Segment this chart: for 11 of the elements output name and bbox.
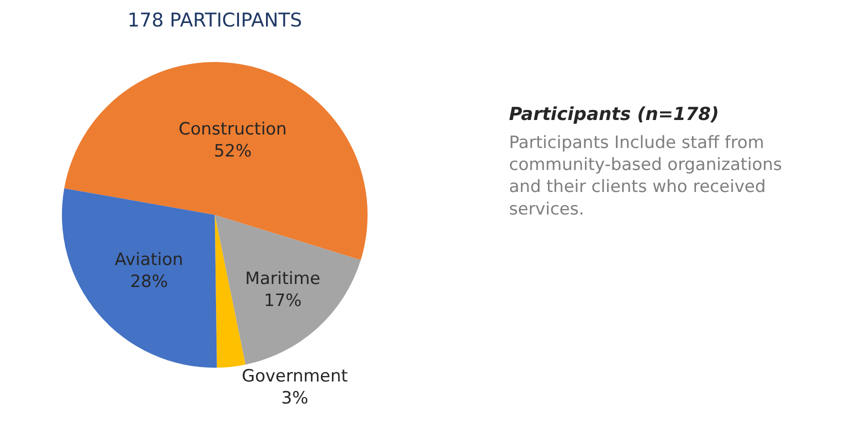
data-label: 52% — [214, 142, 252, 162]
slice-label: Government — [242, 366, 348, 387]
chart-title: 178 PARTICIPANTS — [127, 10, 302, 32]
data-label: 17% — [264, 290, 302, 311]
slice-label: Construction — [178, 120, 287, 140]
text: Participants (n=178) — [509, 104, 720, 125]
data-label: 3% — [281, 388, 308, 409]
data-label: 28% — [130, 272, 168, 292]
slice-label: Maritime — [245, 268, 320, 289]
slice-label: Aviation — [114, 250, 184, 270]
text: Participants Include staff from community-based organizations and their clients who received services. — [509, 133, 782, 220]
